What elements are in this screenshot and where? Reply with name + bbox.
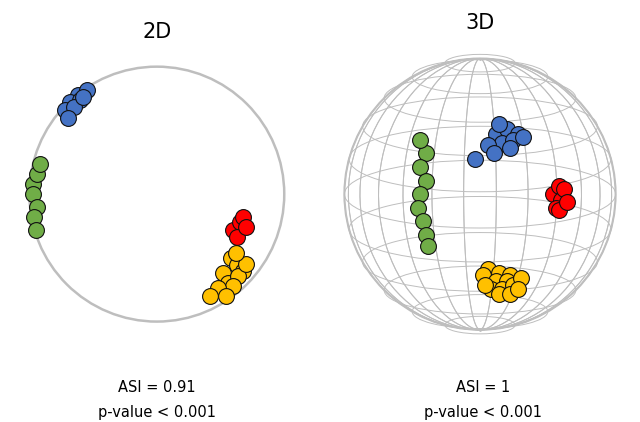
Point bbox=[554, 207, 564, 214]
Point bbox=[491, 278, 501, 284]
Point bbox=[548, 191, 558, 197]
Point bbox=[513, 286, 523, 292]
Point bbox=[218, 270, 228, 276]
Point bbox=[230, 249, 241, 256]
Point bbox=[516, 275, 526, 281]
Point bbox=[508, 136, 518, 143]
Point bbox=[77, 94, 88, 100]
Point bbox=[73, 91, 83, 98]
Point bbox=[238, 214, 248, 220]
Point bbox=[32, 203, 42, 210]
Point bbox=[232, 262, 242, 269]
Point bbox=[491, 131, 501, 138]
Title: 2D: 2D bbox=[142, 22, 172, 42]
Point bbox=[551, 204, 561, 211]
Point bbox=[238, 267, 248, 274]
Text: p-value < 0.001: p-value < 0.001 bbox=[424, 405, 542, 420]
Point bbox=[234, 219, 244, 225]
Point bbox=[502, 126, 512, 133]
Point bbox=[415, 191, 426, 197]
Point bbox=[241, 261, 251, 268]
Point bbox=[28, 191, 38, 197]
Point bbox=[494, 120, 504, 127]
Point bbox=[488, 150, 499, 157]
Point bbox=[554, 183, 564, 189]
Point bbox=[477, 272, 488, 279]
Point bbox=[494, 269, 504, 276]
Point bbox=[221, 293, 231, 300]
Point bbox=[76, 96, 86, 103]
Point bbox=[486, 286, 496, 292]
Point bbox=[65, 99, 76, 106]
Point bbox=[223, 280, 234, 287]
Point bbox=[415, 136, 426, 143]
Point bbox=[420, 177, 431, 184]
Point bbox=[241, 224, 251, 231]
Point bbox=[505, 291, 515, 298]
Point bbox=[480, 281, 490, 288]
Point bbox=[420, 231, 431, 238]
Point bbox=[513, 131, 523, 138]
Point bbox=[505, 145, 515, 151]
Point bbox=[228, 282, 238, 289]
Point bbox=[232, 234, 242, 241]
Point bbox=[28, 181, 38, 187]
Point bbox=[494, 291, 504, 298]
Point bbox=[63, 114, 73, 121]
Point bbox=[31, 227, 41, 233]
Point bbox=[505, 272, 515, 279]
Point bbox=[470, 155, 480, 162]
Text: ASI = 0.91: ASI = 0.91 bbox=[118, 380, 196, 395]
Point bbox=[483, 142, 493, 149]
Point bbox=[81, 86, 92, 93]
Point bbox=[508, 281, 518, 288]
Point bbox=[415, 164, 426, 170]
Point bbox=[69, 104, 79, 111]
Point bbox=[60, 107, 70, 114]
Point bbox=[226, 254, 236, 261]
Point bbox=[423, 242, 433, 249]
Point bbox=[35, 160, 45, 167]
Point bbox=[483, 265, 493, 272]
Title: 3D: 3D bbox=[465, 13, 495, 32]
Point bbox=[556, 196, 566, 203]
Text: p-value < 0.001: p-value < 0.001 bbox=[98, 405, 216, 420]
Point bbox=[497, 286, 507, 292]
Point bbox=[418, 218, 428, 225]
Point bbox=[228, 227, 238, 233]
Point bbox=[562, 199, 572, 206]
Point bbox=[518, 134, 529, 141]
Point bbox=[233, 272, 243, 279]
Point bbox=[559, 185, 569, 192]
Point bbox=[29, 214, 40, 220]
Text: ASI = 1: ASI = 1 bbox=[456, 380, 510, 395]
Point bbox=[213, 285, 223, 292]
Point bbox=[420, 150, 431, 157]
Point bbox=[205, 293, 216, 300]
Point bbox=[502, 278, 512, 284]
Point bbox=[413, 204, 423, 211]
Point bbox=[32, 170, 42, 177]
Point bbox=[497, 139, 507, 146]
